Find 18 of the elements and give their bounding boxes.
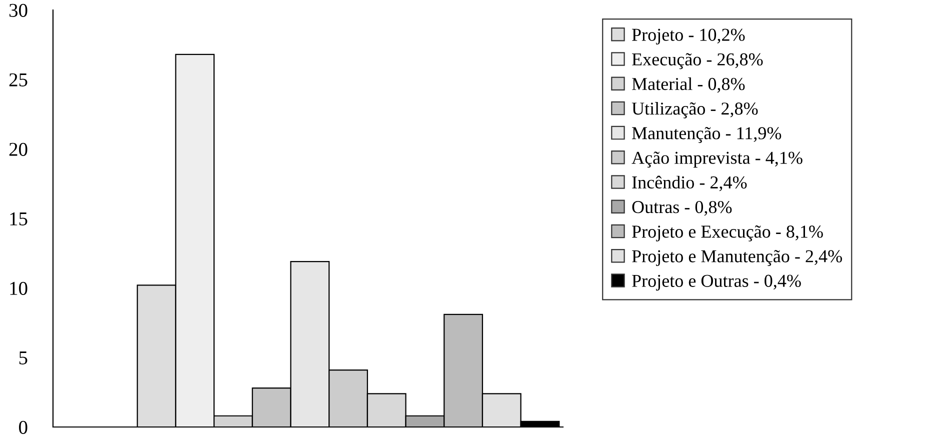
legend-label: Incêndio - 2,4%	[632, 176, 747, 192]
y-tick-label: 30	[9, 4, 28, 17]
legend-label: Projeto e Execução - 8,1%	[632, 225, 823, 242]
y-tick-label: 20	[9, 142, 28, 156]
legend-label: Outras - 0,8%	[632, 200, 732, 216]
y-tick-label: 0	[19, 420, 28, 434]
legend-label: Projeto e Manutenção - 2,4%	[632, 250, 842, 266]
legend-label: Ação imprevista - 4,1%	[632, 152, 802, 168]
y-tick-label: 15	[10, 212, 28, 226]
legend-label: Projeto e Outras - 0,4%	[632, 274, 801, 291]
y-tick-label: 10	[10, 282, 28, 295]
y-tick-label: 25	[9, 73, 28, 86]
legend-label: Material - 0,8%	[632, 77, 745, 93]
y-tick-label: 5	[19, 352, 28, 364]
legend-label: Execução - 26,8%	[632, 53, 763, 70]
legend-label: Projeto - 10,2%	[632, 28, 745, 45]
legend-label: Utilização - 2,8%	[632, 102, 758, 118]
legend-label: Manutenção - 11,9%	[632, 126, 782, 143]
